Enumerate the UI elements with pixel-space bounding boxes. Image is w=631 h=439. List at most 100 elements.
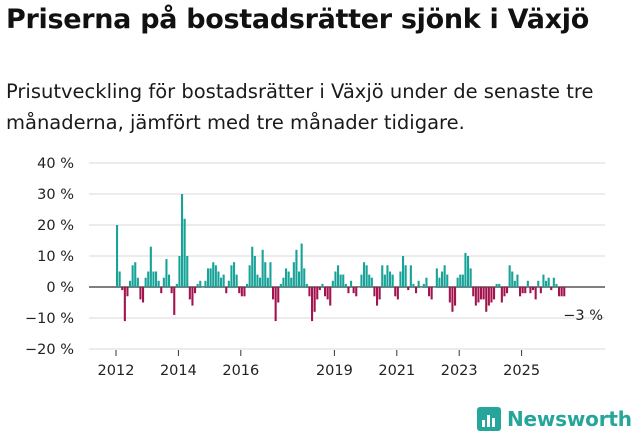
bar — [168, 274, 171, 287]
bar — [446, 274, 449, 287]
x-tick-label: 2025 — [503, 363, 540, 379]
newsworthy-logo: Newsworthy — [477, 407, 631, 431]
bar — [420, 287, 423, 288]
bar — [160, 287, 163, 294]
bar — [227, 280, 230, 287]
bars — [116, 194, 566, 322]
bar — [243, 287, 246, 297]
x-tick-label: 2012 — [98, 363, 135, 379]
chart-title: Priserna på bostadsrätter sjönk i Växjö — [6, 4, 589, 35]
bar — [246, 283, 249, 287]
newsworthy-logo-icon — [477, 407, 501, 431]
bar — [350, 280, 353, 287]
bar — [282, 277, 285, 287]
bar — [118, 271, 121, 287]
bar — [542, 274, 545, 287]
bar — [261, 249, 264, 287]
bar — [500, 287, 503, 303]
bar — [321, 283, 324, 287]
bar — [225, 287, 228, 294]
x-tick-label: 2014 — [160, 363, 197, 379]
bar — [344, 283, 347, 287]
bar — [506, 287, 509, 294]
bar — [272, 287, 275, 300]
bar — [339, 274, 342, 287]
bar — [513, 280, 516, 287]
bar — [363, 262, 366, 287]
bar — [300, 243, 303, 287]
bar — [318, 287, 321, 291]
bar — [295, 249, 298, 287]
bar — [277, 287, 280, 303]
bar — [558, 287, 561, 297]
bar — [373, 287, 376, 297]
bar — [464, 252, 467, 287]
bar — [191, 287, 194, 306]
bar — [355, 287, 358, 297]
bar — [521, 287, 524, 294]
bar — [441, 271, 444, 287]
bar — [508, 265, 511, 287]
bar — [287, 271, 290, 287]
bar — [404, 265, 407, 287]
bar — [396, 287, 399, 300]
x-tick-label: 2021 — [378, 363, 415, 379]
bar — [454, 287, 457, 306]
bar — [389, 271, 392, 287]
bar — [511, 271, 514, 287]
bar — [233, 262, 236, 287]
bar — [298, 271, 301, 287]
x-axis: 2012 2014 2016 2019 2021 2023 2025 — [98, 350, 540, 379]
bar — [334, 271, 337, 287]
bar — [266, 277, 269, 287]
bar — [217, 271, 220, 287]
bar — [415, 287, 418, 294]
bar — [456, 277, 459, 287]
bar — [365, 265, 368, 287]
bar — [394, 287, 397, 297]
bar — [116, 225, 119, 287]
bar — [305, 283, 308, 287]
bar — [175, 283, 178, 287]
y-tick-label: −20 % — [25, 342, 74, 358]
bar — [199, 280, 202, 287]
bar — [459, 274, 462, 287]
bar — [430, 287, 433, 300]
bar — [248, 265, 251, 287]
bar — [324, 287, 327, 297]
bar — [337, 265, 340, 287]
bar — [264, 262, 267, 287]
bar — [503, 287, 506, 297]
bar — [274, 287, 277, 322]
bar — [238, 287, 241, 294]
bar — [433, 287, 436, 288]
bar — [308, 287, 311, 297]
bar — [144, 277, 147, 287]
bar — [480, 287, 483, 300]
bar — [552, 277, 555, 287]
bar — [290, 277, 293, 287]
y-tick-label: 10 % — [37, 249, 74, 265]
bar — [134, 262, 137, 287]
bar — [357, 287, 360, 288]
bar — [516, 274, 519, 287]
x-tick-label: 2019 — [316, 363, 353, 379]
bar — [316, 287, 319, 300]
bar — [547, 277, 550, 287]
bar — [207, 268, 210, 287]
bar — [253, 256, 256, 287]
bar — [201, 287, 204, 288]
bar — [537, 280, 540, 287]
bar — [422, 283, 425, 287]
bar — [155, 271, 158, 287]
bar — [399, 271, 402, 287]
bar — [121, 287, 124, 291]
bar — [534, 287, 537, 300]
bar — [443, 265, 446, 287]
bar — [313, 287, 316, 312]
bar — [220, 277, 223, 287]
bar — [407, 287, 410, 291]
last-value-annotation: −3 % — [563, 308, 603, 324]
bar — [391, 274, 394, 287]
bar — [222, 274, 225, 287]
